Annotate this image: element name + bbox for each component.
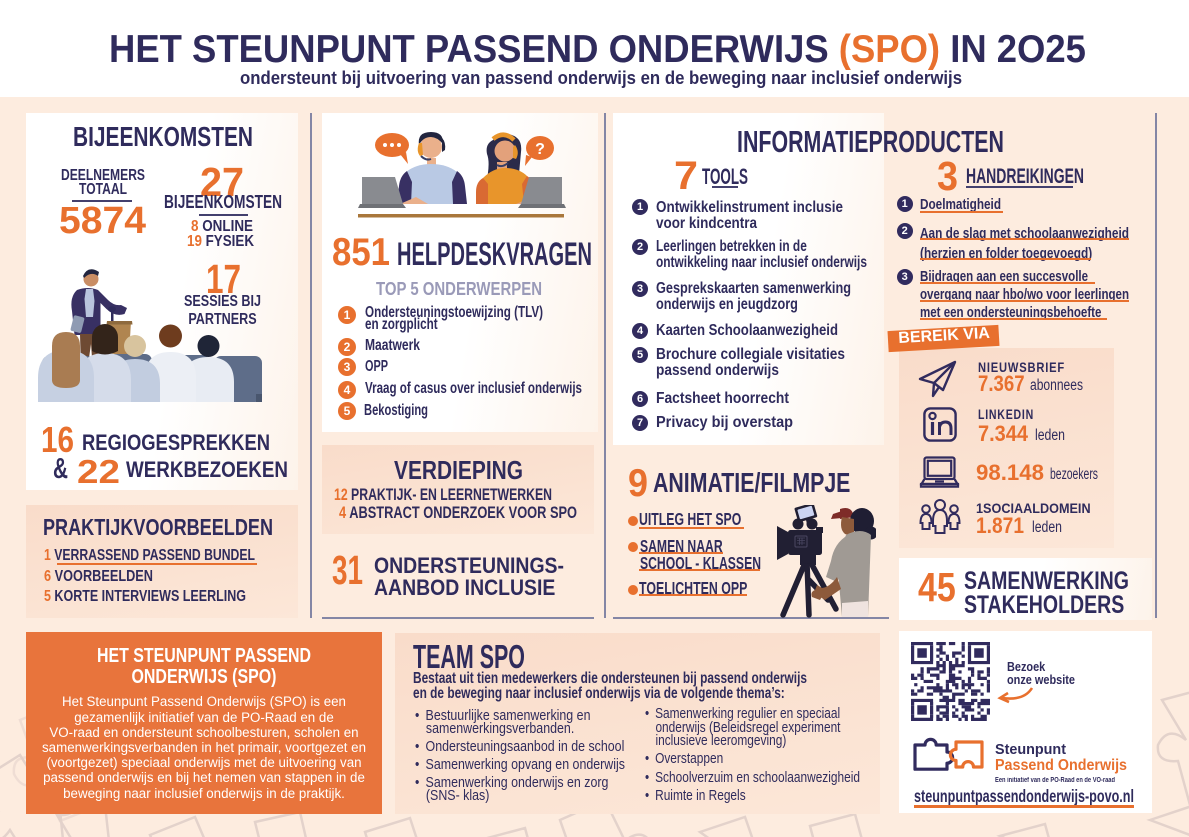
- svg-text:?: ?: [535, 141, 545, 158]
